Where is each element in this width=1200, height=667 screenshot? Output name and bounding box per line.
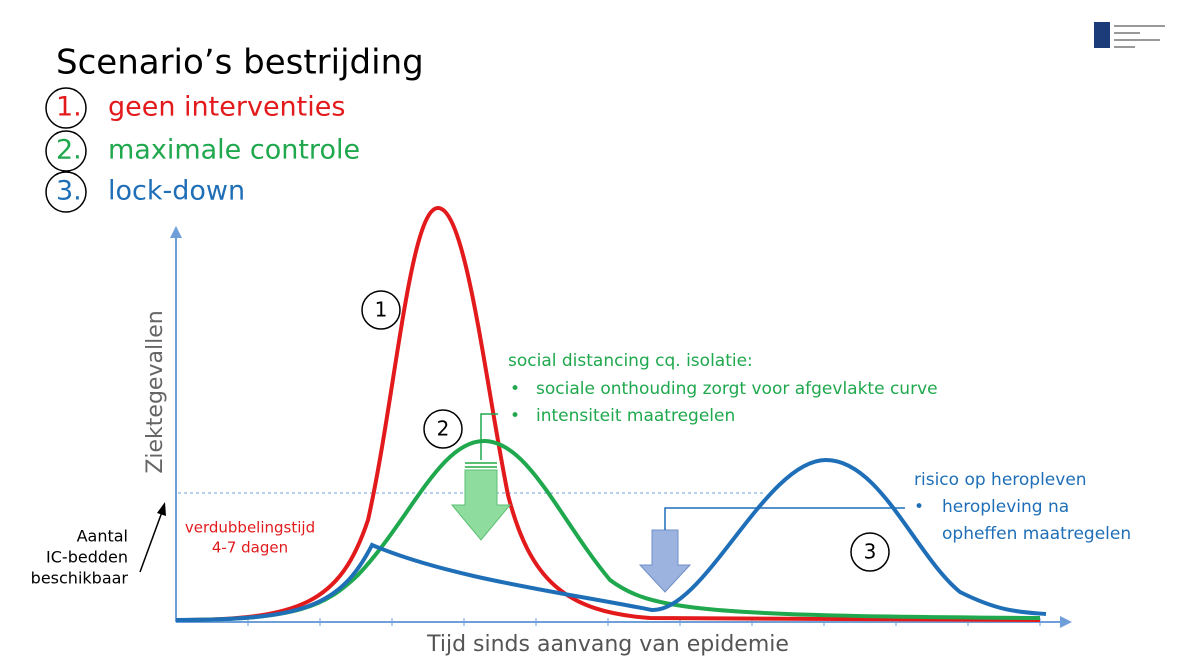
curve-lockdown <box>175 457 1047 622</box>
ic-arrowhead <box>157 502 166 516</box>
curve-markers: 1 2 3 <box>361 290 890 572</box>
y-axis-label: Ziektegevallen <box>143 310 168 473</box>
ic-arrow <box>139 511 163 573</box>
bullet: • <box>510 406 520 426</box>
blue-arrow <box>638 507 905 593</box>
logo <box>1094 22 1165 48</box>
ic-label: Aantal <box>77 527 128 546</box>
scenario-number: 2. <box>56 135 82 166</box>
marker-label: 1 <box>375 298 388 322</box>
scenario-number: 3. <box>56 176 82 207</box>
doubling-time: 4-7 dagen <box>212 539 288 557</box>
annotation-bullet: opheffen maatregelen <box>942 524 1131 544</box>
annotation-heading: social distancing cq. isolatie: <box>508 351 753 371</box>
annotation-heading: risico op heropleven <box>914 470 1087 490</box>
bullet: • <box>510 379 520 399</box>
scenario-label: maximale controle <box>108 135 360 166</box>
scenario-label: lock-down <box>108 176 245 207</box>
green-arrow <box>450 413 512 541</box>
marker-label: 2 <box>437 417 450 441</box>
x-axis-label: Tijd sinds aanvang van epidemie <box>426 632 789 657</box>
scenario-label: geen interventies <box>108 92 345 123</box>
marker-label: 3 <box>864 540 877 564</box>
ic-label: beschikbaar <box>31 569 129 588</box>
ic-label: IC-bedden <box>46 548 128 567</box>
annotation-bullet: sociale onthouding zorgt voor afgevlakte… <box>536 379 938 399</box>
annotation-bullet: heropleving na <box>942 497 1069 517</box>
annotation-bullet: intensiteit maatregelen <box>536 406 735 426</box>
scenario-number: 1. <box>56 92 82 123</box>
bullet: • <box>914 497 924 517</box>
scenario-list: 1. geen interventies 2. maximale control… <box>45 87 360 213</box>
title: Scenario’s bestrijding <box>56 43 424 83</box>
curve-no-intervention <box>175 205 1041 622</box>
doubling-time: verdubbelingstijd <box>185 519 315 537</box>
axes <box>170 226 1072 628</box>
